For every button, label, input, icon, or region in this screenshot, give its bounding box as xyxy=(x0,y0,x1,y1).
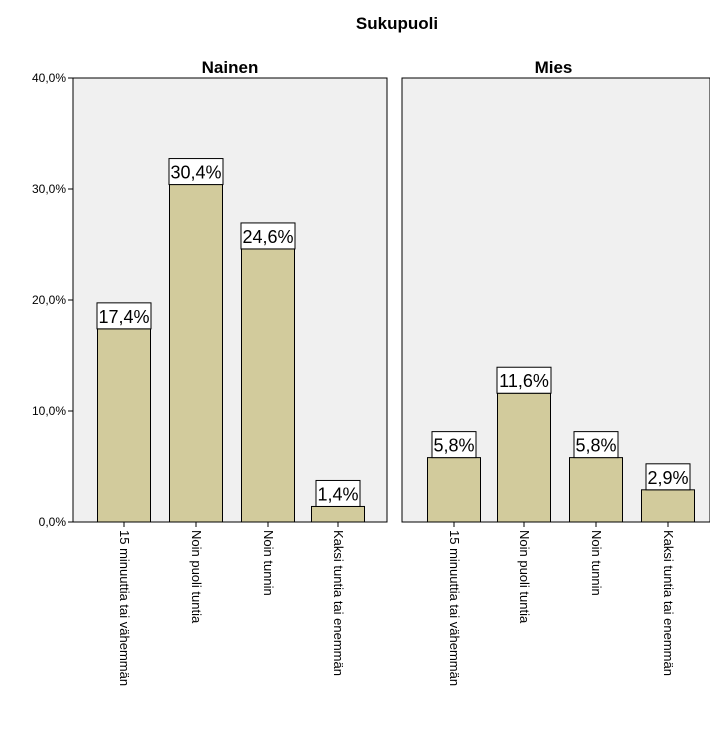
bar xyxy=(241,248,295,523)
bar xyxy=(97,328,151,523)
category-label: Noin puoli tuntia xyxy=(517,530,532,624)
y-tick-label: 40,0% xyxy=(32,71,66,85)
bar xyxy=(569,457,623,523)
data-label: 5,8% xyxy=(575,436,616,456)
category-label: Noin tunnin xyxy=(261,530,276,596)
y-tick-label: 20,0% xyxy=(32,293,66,307)
category-label: Kaksi tuntia tai enemmän xyxy=(661,530,676,676)
category-label: Noin tunnin xyxy=(589,530,604,596)
data-label-box xyxy=(496,366,552,394)
panel-title: Nainen xyxy=(202,58,259,77)
category-label: 15 minuuttia tai vähemmän xyxy=(117,530,132,686)
data-label: 5,8% xyxy=(433,436,474,456)
data-label-box xyxy=(573,431,619,459)
data-label: 24,6% xyxy=(242,227,293,247)
data-label: 17,4% xyxy=(98,307,149,327)
y-tick-label: 0,0% xyxy=(39,515,67,529)
y-tick-label: 30,0% xyxy=(32,182,66,196)
data-label: 2,9% xyxy=(647,468,688,488)
data-label: 30,4% xyxy=(170,163,221,183)
bar xyxy=(169,184,223,523)
data-label: 11,6% xyxy=(499,371,549,391)
category-label: Noin puoli tuntia xyxy=(189,530,204,624)
data-label: 1,4% xyxy=(317,484,358,504)
data-label-box xyxy=(168,158,224,186)
data-label-box xyxy=(315,479,361,507)
panel-title: Mies xyxy=(535,58,573,77)
y-tick-label: 10,0% xyxy=(32,404,66,418)
data-label-box xyxy=(645,463,691,491)
chart-title: Sukupuoli xyxy=(356,14,438,33)
bar xyxy=(497,392,551,523)
bar xyxy=(641,489,695,523)
data-label-box xyxy=(240,222,296,250)
data-label-box xyxy=(96,302,152,330)
data-label-box xyxy=(431,431,477,459)
bar xyxy=(311,505,365,523)
bar xyxy=(427,457,481,523)
category-label: 15 minuuttia tai vähemmän xyxy=(447,530,462,686)
category-label: Kaksi tuntia tai enemmän xyxy=(331,530,346,676)
